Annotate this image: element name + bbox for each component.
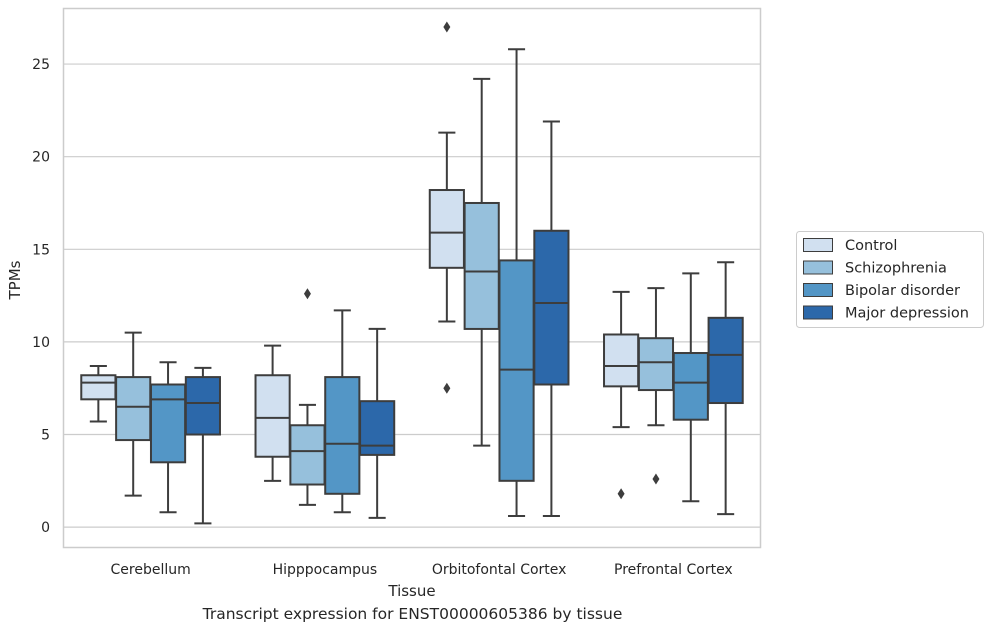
series-control (80, 21, 640, 500)
box (637, 337, 675, 392)
outlier-point (443, 382, 451, 394)
box (672, 352, 709, 421)
x-tick-label: Prefrontal Cortex (614, 562, 733, 578)
legend-label: Major depression (845, 306, 969, 322)
y-tick-label: 15 (32, 242, 50, 258)
figure-caption: Transcript expression for ENST0000060538… (202, 605, 623, 623)
box (254, 374, 291, 458)
legend: Control Schizophrenia Bipolar disorder Majo… (796, 231, 984, 328)
outlier-point (652, 473, 660, 485)
legend-label: Bipolar disorder (845, 283, 960, 299)
box (533, 229, 570, 386)
y-tick-label: 25 (32, 57, 50, 73)
outlier-point (303, 288, 311, 300)
legend-frame (796, 231, 984, 328)
legend-swatch (803, 305, 833, 320)
outlier-point (443, 21, 451, 33)
x-axis-ticks: Cerebellum Hipppocampus Orbitofontal Corte… (111, 562, 733, 578)
box (184, 376, 221, 436)
y-axis-ticks: 0 5 10 15 20 25 (32, 57, 50, 536)
series-major-depression (184, 120, 744, 525)
box (463, 201, 500, 330)
outlier-point (617, 488, 625, 500)
y-tick-label: 0 (41, 520, 50, 536)
x-tick-label: Orbitofontal Cortex (432, 562, 567, 578)
series-schizophrenia (115, 77, 675, 506)
x-tick-label: Hipppocampus (273, 562, 378, 578)
box (289, 424, 326, 486)
y-tick-label: 20 (32, 150, 50, 166)
box (428, 189, 465, 269)
legend-swatch (803, 260, 833, 275)
legend-swatch (803, 283, 833, 297)
box (324, 376, 361, 495)
x-axis-label: Tissue (387, 582, 435, 600)
y-axis-label: TPMs (6, 260, 24, 300)
plot-frame (62, 7, 762, 549)
series-bipolar-disorder (149, 48, 709, 518)
legend-swatch (803, 238, 833, 252)
box (707, 316, 744, 405)
box (149, 383, 187, 464)
legend-label: Schizophrenia (845, 261, 947, 277)
box (115, 376, 152, 442)
box (603, 333, 640, 388)
y-tick-label: 10 (32, 335, 50, 351)
box (359, 400, 396, 456)
box (80, 374, 117, 401)
y-tick-label: 5 (41, 428, 50, 444)
box-series (80, 21, 744, 525)
legend-label: Control (845, 238, 897, 254)
x-tick-label: Cerebellum (111, 562, 191, 578)
